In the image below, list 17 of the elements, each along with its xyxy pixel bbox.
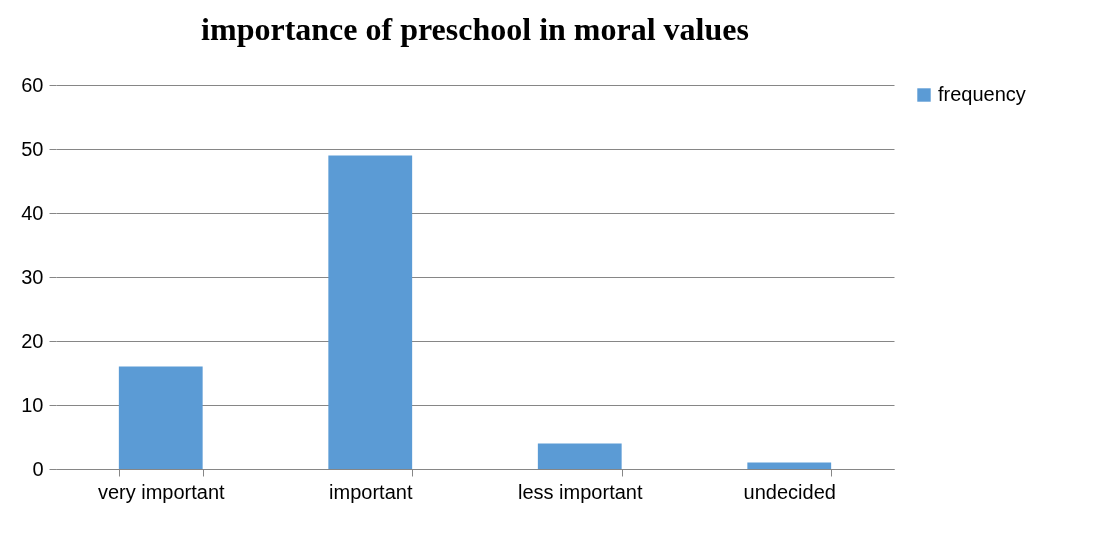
legend-label: frequency bbox=[938, 83, 1026, 105]
x-tick-label: undecided bbox=[743, 480, 836, 503]
y-tick-label: 30 bbox=[21, 265, 44, 288]
bar bbox=[537, 443, 622, 469]
x-tick-label: important bbox=[329, 480, 413, 503]
y-tick-label: 20 bbox=[21, 329, 44, 352]
y-tick-label: 40 bbox=[21, 201, 44, 224]
y-tick-label: 60 bbox=[21, 73, 44, 96]
x-tick-label: less important bbox=[518, 480, 643, 503]
bar bbox=[118, 366, 203, 469]
y-tick-label: 50 bbox=[21, 137, 44, 160]
x-tick-label: very important bbox=[97, 480, 226, 503]
y-tick-label: 0 bbox=[32, 457, 44, 480]
chart-title: importance of preschool in moral values bbox=[201, 11, 749, 47]
y-tick-label: 10 bbox=[21, 393, 44, 416]
bar bbox=[747, 462, 832, 469]
bar bbox=[328, 155, 413, 469]
